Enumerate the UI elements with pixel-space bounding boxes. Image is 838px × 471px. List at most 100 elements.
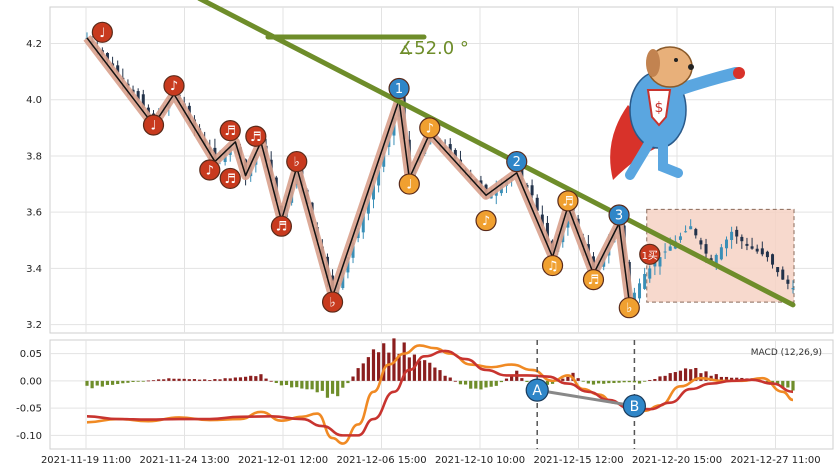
marker-circle (608, 204, 630, 226)
signal-point: B (622, 394, 647, 418)
histogram-bar (208, 380, 212, 381)
histogram-bar (463, 380, 468, 385)
histogram-bar (643, 380, 647, 382)
price-tick-label: 3.4 (26, 264, 42, 275)
candle-body (704, 244, 708, 254)
histogram-bar (637, 380, 642, 384)
histogram-bar (187, 379, 191, 381)
marker: 2 (506, 150, 528, 173)
histogram-bar (617, 380, 621, 383)
histogram-bar (694, 367, 698, 381)
marker-circle (419, 117, 441, 139)
candle-body (448, 144, 452, 154)
marker: ♬ (582, 269, 605, 291)
marker: ♪ (199, 159, 221, 181)
marker: ♪ (475, 209, 497, 232)
histogram-bar (264, 378, 268, 381)
histogram-bar (279, 380, 284, 386)
signal-label: A (532, 383, 542, 399)
histogram-bar (356, 368, 360, 381)
marker-symbol: ♭ (294, 155, 300, 170)
marker-circle (270, 215, 293, 237)
histogram-bar (218, 379, 222, 381)
histogram-bar (504, 378, 509, 381)
candle-body (735, 229, 739, 237)
marker-symbol: ♬ (250, 130, 262, 145)
candle-body (755, 248, 759, 252)
histogram-bar (305, 380, 309, 390)
candle-body (105, 53, 109, 61)
signal-link-line (536, 388, 635, 408)
macd-label: MACD (12,26,9) (751, 348, 822, 358)
x-tick-label: 2021-11-19 11:00 (41, 455, 131, 466)
x-tick-label: 2021-12-20 15:00 (632, 455, 722, 466)
marker: ♬ (219, 120, 241, 142)
marker-circle (506, 150, 528, 173)
candle-body (781, 269, 785, 280)
histogram-bar (704, 371, 708, 381)
candle-body (136, 91, 140, 100)
marker-circle (618, 297, 640, 319)
candle-body (535, 197, 539, 211)
price-tick-label: 4.0 (26, 95, 42, 106)
marker: ♬ (557, 190, 579, 212)
dog-nose (688, 64, 694, 70)
histogram-bar (545, 380, 550, 385)
hero-arm (672, 67, 742, 96)
candle-body (765, 251, 769, 258)
histogram-bar (315, 380, 319, 393)
marker-circle (286, 150, 308, 173)
x-tick-label: 2021-12-27 11:00 (730, 455, 820, 466)
trend-line (197, 0, 796, 308)
marker-circle (639, 243, 661, 265)
histogram-bar (632, 380, 637, 383)
histogram-bar (151, 380, 156, 382)
histogram-bar (167, 378, 171, 381)
markers: ♩ ♩ ♪ ♪ ♬ ♬ ♬ ♬ ♭ ♭ 1 ♩ ♪ ♪ 2 ♫ ♬ ♬ 3 ♭ 1买 (91, 21, 661, 319)
marker-symbol: ♫ (547, 259, 559, 274)
marker-symbol: ♪ (426, 121, 434, 136)
histogram-bar (484, 380, 488, 388)
macd-lines (86, 344, 794, 445)
histogram-bar (366, 357, 370, 381)
candle-body (745, 243, 749, 246)
histogram-bar (453, 380, 457, 382)
histogram-bar (730, 377, 734, 381)
histogram-bar (325, 380, 330, 398)
candle-body (371, 184, 375, 200)
histogram-bar (110, 380, 115, 385)
signal-circle (622, 394, 647, 418)
histogram-bar (479, 380, 483, 390)
candle-body (453, 149, 457, 159)
histogram-bar (300, 380, 304, 389)
histogram-bar (126, 380, 130, 383)
histogram-bar (499, 380, 503, 383)
histogram-bar (678, 370, 683, 381)
candle-body (632, 292, 636, 301)
candle-body (714, 255, 718, 267)
macd-tick-label: -0.10 (16, 431, 42, 442)
histogram-bar (172, 378, 176, 381)
marker-circle (557, 190, 579, 212)
histogram-bar (141, 380, 145, 382)
histogram-bar (377, 352, 381, 381)
histogram-bar (387, 352, 391, 381)
histogram-bar (663, 375, 667, 381)
x-tick-label: 2021-12-01 12:00 (238, 455, 328, 466)
histogram-bar (602, 380, 606, 384)
histogram-bar (238, 377, 243, 381)
histogram-bar (131, 380, 135, 382)
candle-body (648, 268, 652, 279)
histogram-bar (177, 378, 181, 381)
histogram-bar (520, 378, 524, 381)
marker-symbol: ♬ (224, 172, 236, 187)
histogram-bar (423, 360, 427, 381)
marker-symbol: ♬ (276, 220, 288, 235)
histogram-bar (510, 376, 514, 381)
histogram-bar (658, 376, 662, 381)
marker-symbol: ♩ (150, 119, 156, 134)
histogram-bar (203, 379, 207, 381)
histogram-bar (392, 338, 396, 381)
histogram-bar (85, 380, 89, 386)
histogram-bar (274, 380, 278, 384)
